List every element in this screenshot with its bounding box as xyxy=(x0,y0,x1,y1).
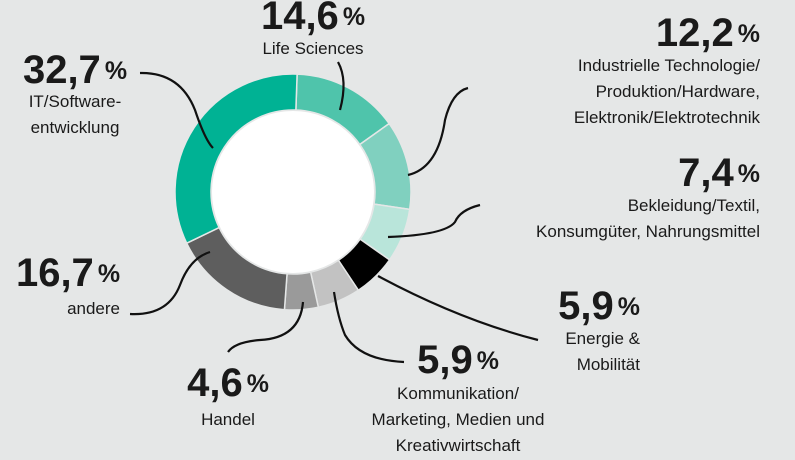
leader-line xyxy=(227,301,305,353)
category-line: Kreativwirtschaft xyxy=(396,436,521,455)
category-line: andere xyxy=(67,299,120,318)
value-label: 14,6% xyxy=(261,0,365,38)
category-line: Produktion/Hardware, xyxy=(596,82,760,101)
leader-line xyxy=(129,250,211,316)
category-line: Elektronik/Elektrotechnik xyxy=(574,108,761,127)
value-unit: % xyxy=(477,347,499,375)
category-line: IT/Software- xyxy=(29,92,122,111)
category-line: entwicklung xyxy=(31,118,120,137)
leader-line xyxy=(407,86,469,177)
value-label: 7,4% xyxy=(678,151,760,195)
donut-hole xyxy=(212,111,374,273)
value-unit: % xyxy=(343,3,365,31)
value-unit: % xyxy=(618,293,640,321)
value-label: 5,9% xyxy=(417,338,499,382)
category-line: Life Sciences xyxy=(262,39,363,58)
value-unit: % xyxy=(105,57,127,85)
category-label: Industrielle Technologie/Produktion/Hard… xyxy=(574,56,761,127)
category-label: Handel xyxy=(201,410,255,429)
value-label: 4,6% xyxy=(187,361,269,405)
value-number: 4,6 xyxy=(187,361,243,405)
value-number: 14,6 xyxy=(261,0,339,38)
category-label: Kommunikation/Marketing, Medien und Kreat… xyxy=(372,384,545,455)
leader-line xyxy=(139,71,214,149)
category-line: Konsumgüter, Nahrungsmittel xyxy=(536,222,760,241)
category-label: IT/Software-entwicklung xyxy=(29,92,122,137)
category-line: Marketing, Medien und xyxy=(372,410,545,429)
value-number: 7,4 xyxy=(678,151,734,195)
leader-line xyxy=(387,203,481,239)
value-number: 5,9 xyxy=(558,284,614,328)
value-number: 12,2 xyxy=(656,11,734,55)
value-label: 16,7% xyxy=(16,251,120,295)
leader-line xyxy=(337,61,345,111)
category-line: Handel xyxy=(201,410,255,429)
value-unit: % xyxy=(738,20,760,48)
value-label: 32,7% xyxy=(23,48,127,92)
donut-segment xyxy=(174,73,298,245)
category-line: Mobilität xyxy=(577,355,641,374)
category-line: Industrielle Technologie/ xyxy=(578,56,760,75)
leader-line xyxy=(332,291,405,364)
leader-line xyxy=(377,275,539,342)
category-label: Energie & Mobilität xyxy=(565,329,640,374)
value-unit: % xyxy=(98,260,120,288)
category-label: Life Sciences xyxy=(262,39,363,58)
value-label: 5,9% xyxy=(558,284,640,328)
value-number: 5,9 xyxy=(417,338,473,382)
value-number: 32,7 xyxy=(23,48,101,92)
category-line: Energie & xyxy=(565,329,640,348)
value-label: 12,2% xyxy=(656,11,760,55)
value-unit: % xyxy=(738,160,760,188)
value-number: 16,7 xyxy=(16,251,94,295)
category-label: Bekleidung/Textil, Konsumgüter, Nahrungsm… xyxy=(536,196,760,241)
category-label: andere xyxy=(67,299,120,318)
category-line: Kommunikation/ xyxy=(397,384,519,403)
category-line: Bekleidung/Textil, xyxy=(628,196,760,215)
value-unit: % xyxy=(247,370,269,398)
